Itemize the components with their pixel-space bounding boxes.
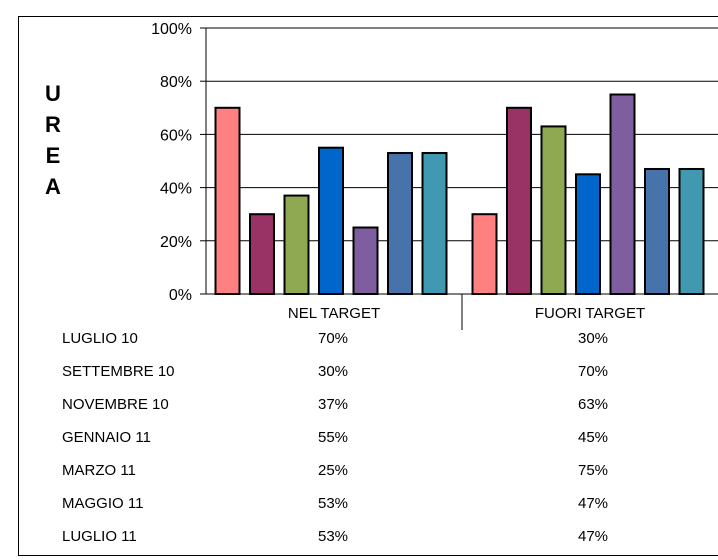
value-fuori-target: 30% bbox=[578, 330, 609, 347]
chart-svg: 0% 20% 40% 60% 80% 100% NEL TARGET FUORI TARGET bbox=[151, 21, 718, 330]
value-nel-target: 55% bbox=[318, 429, 349, 446]
table-row: GENNAIO 11 55% 45% bbox=[0, 429, 718, 455]
table-row: MARZO 11 25% 75% bbox=[0, 462, 718, 488]
bar bbox=[575, 173, 601, 295]
bar bbox=[283, 194, 310, 295]
value-nel-target: 25% bbox=[318, 462, 349, 479]
value-nel-target: 53% bbox=[318, 528, 349, 545]
bar bbox=[644, 167, 670, 295]
series-name: MAGGIO 11 bbox=[62, 495, 144, 512]
y-axis-label-letter: E bbox=[45, 143, 61, 168]
y-axis-label: U R E A bbox=[38, 78, 68, 202]
value-fuori-target: 47% bbox=[578, 528, 609, 545]
chart-frame bbox=[18, 16, 718, 556]
bar bbox=[609, 93, 636, 295]
x-category-label: FUORI TARGET bbox=[535, 305, 645, 322]
y-axis-label-letter: R bbox=[45, 112, 61, 137]
bar bbox=[421, 152, 448, 295]
table-row: NOVEMBRE 10 37% 63% bbox=[0, 396, 718, 422]
y-tick-label: 80% bbox=[160, 74, 192, 91]
bar bbox=[540, 125, 567, 295]
value-fuori-target: 45% bbox=[578, 429, 609, 446]
x-category-label: NEL TARGET bbox=[288, 305, 380, 322]
series-name: SETTEMBRE 10 bbox=[62, 363, 175, 380]
y-tick-label: 40% bbox=[160, 181, 192, 198]
bar bbox=[471, 213, 498, 295]
bar bbox=[214, 106, 241, 295]
y-axis-label-letter: A bbox=[45, 174, 61, 199]
series-name: MARZO 11 bbox=[62, 462, 136, 479]
value-nel-target: 70% bbox=[318, 330, 349, 347]
bar bbox=[387, 152, 413, 295]
y-tick-label: 100% bbox=[151, 21, 192, 38]
table-row: LUGLIO 10 70% 30% bbox=[0, 330, 718, 356]
y-tick-label: 20% bbox=[160, 234, 192, 251]
value-nel-target: 30% bbox=[318, 363, 349, 380]
y-tick-label: 60% bbox=[160, 127, 192, 144]
value-fuori-target: 63% bbox=[578, 396, 609, 413]
value-nel-target: 53% bbox=[318, 495, 349, 512]
y-axis-label-letter: U bbox=[45, 81, 61, 106]
value-fuori-target: 75% bbox=[578, 462, 609, 479]
value-nel-target: 37% bbox=[318, 396, 349, 413]
series-name: NOVEMBRE 10 bbox=[62, 396, 169, 413]
table-row: SETTEMBRE 10 30% 70% bbox=[0, 363, 718, 389]
y-tick-label: 0% bbox=[169, 287, 192, 304]
table-row: MAGGIO 11 53% 47% bbox=[0, 495, 718, 521]
table-row: LUGLIO 11 53% 47% bbox=[0, 528, 718, 554]
bar bbox=[678, 167, 705, 295]
bar bbox=[352, 226, 379, 295]
bar bbox=[506, 106, 532, 295]
bar bbox=[249, 213, 275, 295]
series-name: LUGLIO 10 bbox=[62, 330, 138, 347]
bar bbox=[318, 146, 344, 295]
series-name: GENNAIO 11 bbox=[62, 429, 151, 446]
value-fuori-target: 47% bbox=[578, 495, 609, 512]
series-name: LUGLIO 11 bbox=[62, 528, 137, 545]
value-fuori-target: 70% bbox=[578, 363, 609, 380]
